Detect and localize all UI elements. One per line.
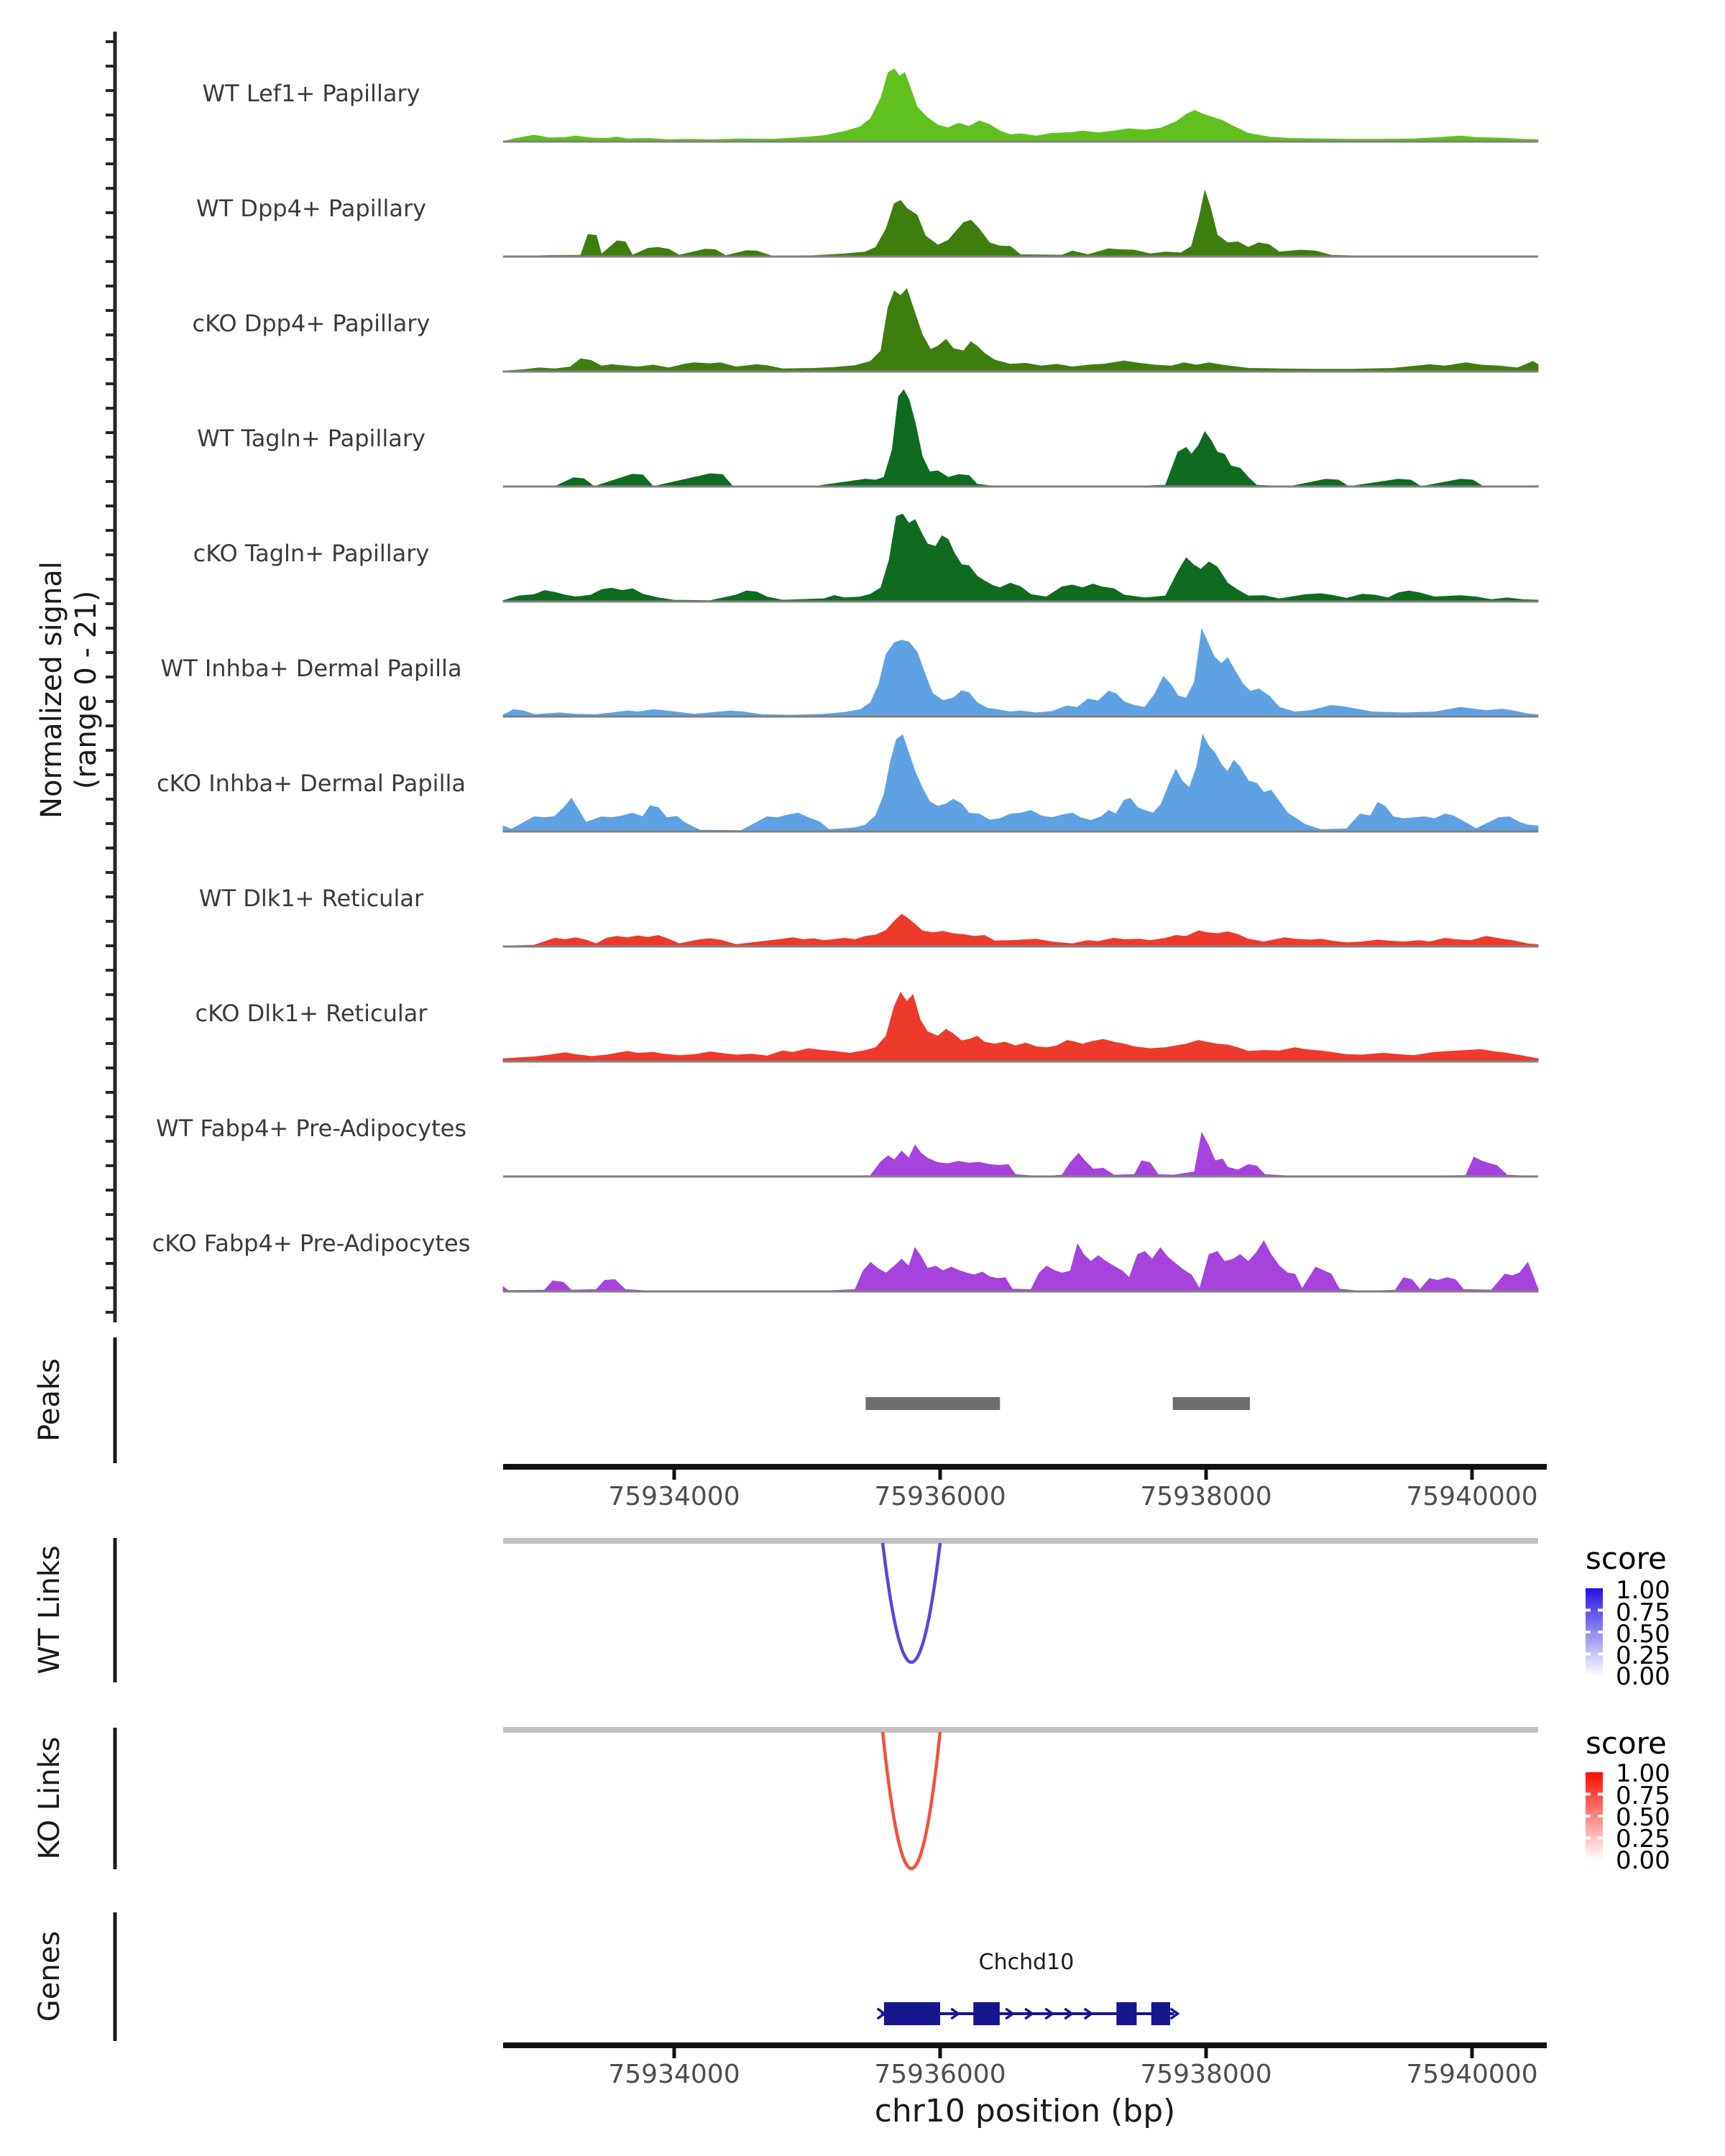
track-label-cko-tagln: cKO Tagln+ Papillary	[193, 540, 430, 567]
x-tick-label: 75936000	[874, 1482, 1006, 1511]
genes-section: Genes Chchd10 75934000 75936000 75938000…	[33, 1912, 1547, 2129]
wt-legend-tick: 0.75	[1616, 1598, 1670, 1627]
link-arc	[880, 1731, 942, 1871]
peak-interval-bar	[1172, 1397, 1251, 1410]
signal-y-axis: Normalized signal (range 0 - 21)	[35, 32, 117, 1322]
coverage-area	[502, 991, 1539, 1062]
track-label-wt-tagln: WT Tagln+ Papillary	[197, 425, 426, 452]
coverage-tracks	[502, 68, 1539, 1293]
peak-interval-bar	[865, 1397, 1000, 1410]
ko-score-legend-title: score	[1586, 1726, 1667, 1761]
peaks-section: Peaks 75934000 75936000 75938000 7594000…	[33, 1337, 1547, 1511]
ko-legend-tick: 0.25	[1616, 1825, 1670, 1853]
ko-link-arcs	[880, 1731, 942, 1871]
genes-section-label: Genes	[33, 1931, 66, 2022]
coverage-area	[502, 287, 1539, 372]
signal-axis-title-line2: (range 0 - 21)	[70, 591, 103, 789]
wt-links-section: WT Links score 1.00 0.75 0.50 0.25 0.00	[33, 1538, 1670, 1691]
track-label-wt-lef1: WT Lef1+ Papillary	[202, 80, 420, 107]
signal-axis-title-line1: Normalized signal	[35, 561, 68, 819]
x-tick-label: 75940000	[1406, 2060, 1537, 2089]
wt-links-section-label: WT Links	[33, 1545, 66, 1674]
gene-exon	[1116, 2002, 1137, 2025]
ko-links-section-label: KO Links	[33, 1737, 66, 1860]
gene-strand-arrow	[1005, 2007, 1016, 2020]
coverage-area	[502, 1240, 1539, 1292]
x-tick-label: 75938000	[1140, 2060, 1271, 2089]
track-label-wt-fabp4: WT Fabp4+ Pre-Adipocytes	[156, 1115, 466, 1142]
ko-score-gradient-ticks	[1586, 1792, 1603, 1840]
coverage-area	[502, 913, 1539, 947]
wt-legend-tick: 1.00	[1616, 1576, 1670, 1605]
ko-links-section: KO Links score 1.00 0.75 0.50 0.25 0.00	[33, 1726, 1670, 1875]
gene-strand-arrow	[1083, 2007, 1094, 2020]
x-axis-title: chr10 position (bp)	[875, 2093, 1176, 2129]
wt-legend-tick: 0.50	[1616, 1620, 1670, 1649]
gene-name-chchd10: Chchd10	[979, 1950, 1075, 1975]
link-arc	[880, 1542, 942, 1664]
track-labels: WT Lef1+ Papillary WT Dpp4+ Papillary cK…	[152, 80, 471, 1257]
coverage-area	[502, 68, 1539, 142]
coverage-area	[503, 389, 1539, 487]
track-label-cko-inhba: cKO Inhba+ Dermal Papilla	[157, 770, 466, 797]
gene-exon	[973, 2002, 1000, 2025]
track-label-cko-dpp4: cKO Dpp4+ Papillary	[193, 310, 431, 337]
x-tick-label: 75934000	[608, 1482, 740, 1511]
wt-link-arcs	[880, 1542, 942, 1664]
gene-exon	[1151, 2002, 1171, 2025]
gene-strand-arrow	[1024, 2007, 1035, 2020]
x-axis-top-ticks	[672, 1469, 1474, 1480]
ko-legend-tick: 0.50	[1616, 1803, 1670, 1832]
signal-y-axis-ticks	[106, 40, 115, 1314]
x-axis-bottom-ticks	[672, 2047, 1474, 2058]
x-tick-label: 75940000	[1406, 1482, 1537, 1511]
wt-legend-tick: 0.25	[1616, 1641, 1670, 1670]
x-tick-label: 75934000	[608, 2060, 740, 2089]
x-tick-label: 75936000	[874, 2060, 1006, 2089]
wt-legend-tick: 0.00	[1616, 1662, 1670, 1691]
gene-strand-arrow	[1044, 2007, 1055, 2020]
track-label-cko-dlk1: cKO Dlk1+ Reticular	[195, 1000, 428, 1027]
gene-strand-arrow	[950, 2007, 961, 2020]
track-label-wt-dpp4: WT Dpp4+ Papillary	[196, 195, 426, 222]
coverage-area	[503, 1131, 1539, 1177]
track-label-wt-dlk1: WT Dlk1+ Reticular	[199, 885, 424, 912]
gene-exon	[883, 2002, 940, 2025]
peaks-section-label: Peaks	[33, 1358, 66, 1442]
gene-strand-arrow	[1169, 2007, 1180, 2020]
coverage-area	[502, 734, 1539, 832]
wt-score-gradient-ticks	[1586, 1608, 1603, 1656]
track-label-cko-fabp4: cKO Fabp4+ Pre-Adipocytes	[152, 1230, 471, 1257]
x-tick-label: 75938000	[1140, 1482, 1271, 1511]
ko-legend-tick: 0.75	[1616, 1782, 1670, 1810]
ko-legend-tick: 0.00	[1616, 1846, 1670, 1875]
coverage-area	[502, 627, 1539, 717]
track-label-wt-inhba: WT Inhba+ Dermal Papilla	[160, 655, 461, 682]
gene-strand-arrow	[1064, 2007, 1075, 2020]
ko-legend-tick: 1.00	[1616, 1759, 1670, 1788]
coverage-area	[502, 513, 1539, 602]
peak-bars	[865, 1397, 1251, 1410]
gene-model	[876, 2002, 1180, 2025]
coverage-area	[502, 189, 1539, 257]
wt-score-legend-title: score	[1586, 1541, 1667, 1576]
